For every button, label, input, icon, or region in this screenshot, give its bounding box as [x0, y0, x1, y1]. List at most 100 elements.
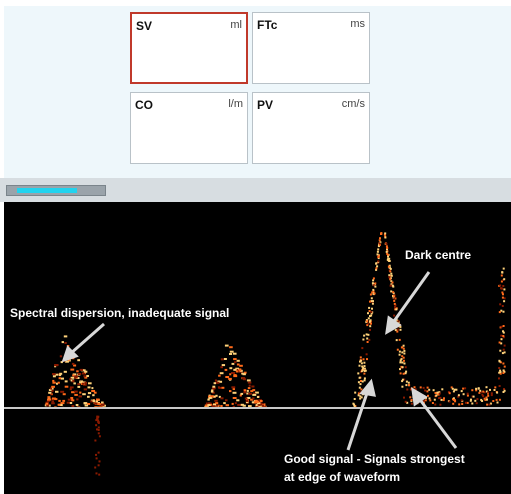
pv-label: PV — [257, 98, 274, 112]
signal-speck — [380, 233, 383, 235]
signal-speck — [486, 398, 488, 401]
signal-speck — [399, 328, 402, 331]
signal-speck — [502, 391, 505, 393]
signal-speck — [488, 403, 491, 406]
signal-speck — [370, 312, 373, 315]
signal-speck — [385, 250, 388, 253]
signal-speck — [368, 338, 371, 341]
signal-speck — [91, 387, 94, 390]
signal-speck — [213, 395, 216, 398]
signal-speck — [394, 308, 397, 311]
signal-speck — [378, 242, 381, 245]
signal-speck — [212, 385, 216, 388]
signal-speck — [220, 358, 224, 361]
scrollbar-track[interactable] — [6, 185, 106, 196]
signal-speck — [75, 404, 79, 406]
signal-speck — [357, 392, 360, 395]
signal-speck — [487, 391, 490, 394]
signal-speck — [406, 401, 409, 404]
signal-speck — [490, 392, 493, 395]
signal-speck — [414, 388, 417, 391]
signal-speck — [363, 368, 366, 371]
signal-speck — [494, 386, 497, 389]
signal-speck — [424, 399, 427, 402]
signal-speck — [366, 324, 369, 327]
signal-speck — [378, 239, 381, 242]
co-tile[interactable]: CO l/m — [130, 92, 248, 164]
signal-speck — [419, 386, 422, 389]
signal-speck — [403, 396, 405, 399]
signal-speck — [57, 403, 61, 406]
signal-speck — [500, 274, 503, 277]
co-unit: l/m — [228, 98, 243, 110]
annotation-good-signal-line1: Good signal - Signals strongest — [284, 452, 465, 466]
scrollbar-thumb[interactable] — [17, 188, 77, 193]
signal-speck — [359, 391, 362, 394]
signal-speck — [470, 398, 472, 401]
signal-speck — [434, 392, 437, 394]
signal-speck — [390, 274, 393, 277]
signal-speck — [368, 306, 371, 309]
signal-speck — [489, 388, 491, 391]
signal-speck — [241, 377, 246, 380]
signal-speck — [358, 376, 361, 379]
signal-speck — [393, 302, 396, 305]
signal-speck — [94, 466, 97, 469]
signal-speck — [244, 397, 248, 400]
signal-speck — [236, 399, 240, 402]
ftc-tile[interactable]: FTc ms — [252, 12, 370, 84]
signal-speck — [452, 402, 455, 405]
signal-speck — [211, 389, 214, 392]
pv-tile[interactable]: PV cm/s — [252, 92, 370, 164]
signal-speck — [404, 372, 407, 375]
signal-speck — [394, 304, 397, 307]
signal-speck — [62, 399, 66, 402]
signal-speck — [377, 255, 380, 258]
signal-speck — [386, 247, 389, 249]
signal-speck — [210, 395, 214, 398]
signal-speck — [83, 402, 86, 405]
signal-speck — [204, 404, 209, 407]
signal-speck — [359, 395, 362, 398]
signal-speck — [256, 402, 261, 405]
signal-speck — [221, 364, 226, 367]
signal-speck — [401, 378, 404, 381]
signal-speck — [366, 341, 369, 343]
signal-speck — [385, 245, 388, 248]
signal-speck — [248, 392, 252, 395]
signal-speck — [485, 396, 488, 399]
sv-tile[interactable]: SV ml — [130, 12, 248, 84]
signal-speck — [96, 428, 98, 431]
signal-speck — [367, 333, 370, 336]
signal-speck — [410, 402, 413, 405]
signal-speck — [502, 336, 505, 339]
signal-speck — [95, 400, 99, 403]
signal-speck — [47, 396, 51, 399]
signal-speck — [403, 352, 406, 355]
signal-speck — [365, 353, 368, 356]
signal-speck — [59, 372, 63, 375]
good-signal-arrow-left — [346, 389, 370, 451]
signal-speck — [241, 372, 244, 375]
signal-speck — [357, 394, 360, 397]
signal-speck — [357, 381, 360, 384]
signal-speck — [487, 392, 489, 395]
signal-speck — [366, 337, 369, 340]
signal-speck — [371, 282, 374, 285]
signal-speck — [232, 405, 235, 408]
signal-speck — [48, 404, 51, 407]
signal-speck — [52, 373, 56, 376]
signal-speck — [502, 335, 505, 337]
signal-speck — [229, 390, 232, 393]
signal-speck — [254, 401, 258, 404]
signal-speck — [396, 328, 399, 331]
signal-speck — [372, 291, 375, 294]
signal-speck — [481, 400, 484, 402]
signal-speck — [400, 365, 403, 368]
signal-speck — [406, 388, 409, 391]
signal-speck — [357, 372, 360, 375]
signal-speck — [93, 391, 97, 394]
signal-speck — [499, 372, 502, 375]
signal-speck — [439, 403, 442, 406]
signal-speck — [219, 372, 224, 375]
